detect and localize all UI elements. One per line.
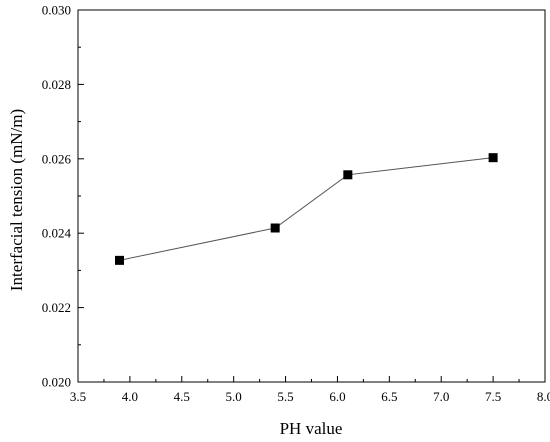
data-series	[115, 153, 498, 265]
x-tick-label: 6.0	[329, 389, 345, 404]
x-tick-label: 4.5	[174, 389, 190, 404]
y-tick-label: 0.028	[42, 77, 71, 92]
series-line	[119, 157, 494, 261]
y-axis: 0.020 0.022 0.024 0.026 0.028 0.030	[42, 3, 84, 390]
data-point-marker	[343, 170, 353, 180]
data-point-marker	[270, 223, 280, 233]
x-tick-label: 5.0	[226, 389, 242, 404]
x-tick-label: 7.5	[485, 389, 501, 404]
x-axis: 3.5 4.0 4.5 5.0 5.5 6.0 6.5 7.0 7.5 8.0	[70, 376, 550, 404]
data-point-marker	[115, 255, 125, 265]
x-tick-label: 3.5	[70, 389, 86, 404]
y-axis-title: Interfacial tension (mN/m)	[7, 109, 26, 291]
x-tick-label: 8.0	[537, 389, 550, 404]
y-tick-label: 0.030	[42, 3, 71, 18]
x-tick-label: 5.5	[277, 389, 293, 404]
x-tick-label: 6.5	[381, 389, 397, 404]
plot-area	[77, 9, 546, 383]
y-tick-label: 0.020	[42, 375, 71, 390]
plot-frame	[77, 9, 546, 383]
y-tick-label: 0.026	[42, 151, 72, 166]
data-point-marker	[488, 153, 498, 163]
y-tick-label: 0.024	[42, 226, 72, 241]
y-tick-label: 0.022	[42, 300, 71, 315]
x-tick-label: 7.0	[433, 389, 449, 404]
x-tick-label: 4.0	[122, 389, 138, 404]
x-axis-title: PH value	[280, 419, 343, 438]
